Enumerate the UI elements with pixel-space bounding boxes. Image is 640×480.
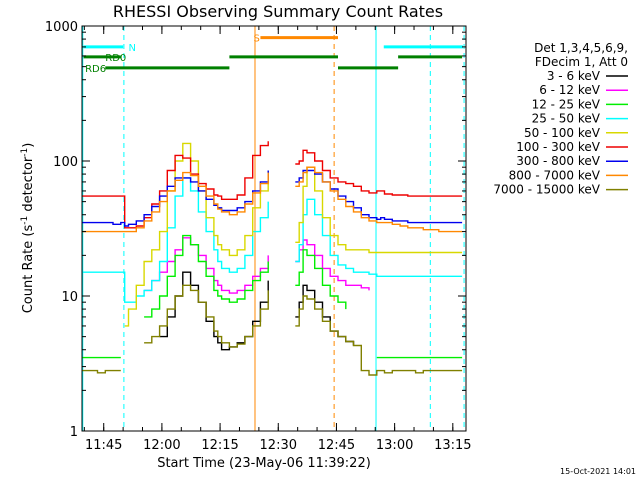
x-axis-ticks: 11:45 12:00 12:15 12:30 12:45 13:00 13:15 bbox=[83, 26, 472, 453]
legend-header-line-1: Det 1,3,4,5,6,9, bbox=[534, 41, 628, 55]
legend-label-s36: 3 - 6 keV bbox=[547, 69, 601, 83]
plot-frame bbox=[81, 25, 467, 432]
x-tick-label-0: 11:45 bbox=[85, 438, 122, 453]
series-line-s100300 bbox=[82, 141, 463, 229]
y-axis-label: Count Rate (s-1 detector-1) bbox=[20, 143, 36, 314]
y-axis-ticks: 1 10 100 1000 bbox=[45, 20, 466, 440]
timestamp: 15-Oct-2021 14:01 bbox=[560, 467, 636, 476]
x-tick-label-4: 12:45 bbox=[318, 438, 355, 453]
x-tick-label-1: 12:00 bbox=[143, 438, 180, 453]
legend-label-s300800: 300 - 800 keV bbox=[516, 154, 600, 168]
y-tick-label-1: 10 bbox=[61, 290, 78, 305]
legend-label-s1225: 12 - 25 keV bbox=[532, 97, 601, 111]
x-axis-label: Start Time (23-May-06 11:39:22) bbox=[157, 456, 371, 471]
series-line-s1225 bbox=[82, 234, 463, 359]
x-tick-label-5: 13:00 bbox=[376, 438, 413, 453]
flag-label-7: S bbox=[253, 34, 259, 45]
y-tick-label-3: 1000 bbox=[45, 20, 78, 35]
series-line-s700015000 bbox=[82, 284, 463, 376]
legend-label-s612: 6 - 12 keV bbox=[539, 83, 601, 97]
flag-label-2: RD0 bbox=[105, 53, 126, 64]
flag-label-3: RD6 bbox=[85, 64, 106, 75]
x-tick-label-6: 13:15 bbox=[434, 438, 471, 453]
x-tick-label-2: 12:15 bbox=[201, 438, 238, 453]
x-tick-label-3: 12:30 bbox=[260, 438, 297, 453]
legend-label-s50100: 50 - 100 keV bbox=[524, 126, 601, 140]
legend-label-s2550: 25 - 50 keV bbox=[532, 112, 601, 126]
series-lines bbox=[82, 141, 463, 376]
legend-label-s8007000: 800 - 7000 keV bbox=[509, 168, 601, 182]
legend-label-s100300: 100 - 300 keV bbox=[516, 140, 600, 154]
legend-label-s700015000: 7000 - 15000 keV bbox=[493, 183, 600, 197]
series-line-s8007000 bbox=[82, 166, 463, 233]
vertical-markers bbox=[82, 26, 465, 431]
y-tick-label-2: 100 bbox=[53, 155, 78, 170]
legend: Det 1,3,4,5,6,9, FDecim 1, Att 0 3 - 6 k… bbox=[493, 41, 628, 197]
legend-header-line-2: FDecim 1, Att 0 bbox=[535, 55, 628, 69]
flag-label-0: N bbox=[129, 43, 136, 54]
chart-title: RHESSI Observing Summary Count Rates bbox=[113, 2, 443, 21]
y-tick-label-0: 1 bbox=[70, 425, 78, 440]
